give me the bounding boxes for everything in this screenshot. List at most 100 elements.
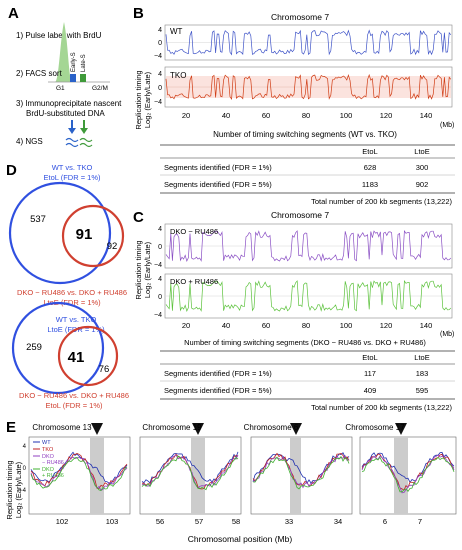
early-dna-icon <box>65 137 79 143</box>
legend-wt: WT <box>42 440 51 446</box>
venn1-bottom-1: DKO − RU486 vs. DKO + RU486 <box>17 288 127 297</box>
panel-a-letter: A <box>8 5 19 22</box>
c-xtick: 40 <box>222 321 230 330</box>
legend-tko: TKO <box>42 447 54 453</box>
venn1-right-count: 92 <box>107 241 118 252</box>
e-subplot-1-marker <box>91 423 103 435</box>
e-subplot-3-line <box>252 452 350 485</box>
b-title: Chromosome 7 <box>271 12 329 22</box>
e-subplot-1-frame <box>28 436 131 515</box>
c-col-ltoe: LtoE <box>414 353 429 362</box>
b-xtick: 60 <box>262 111 270 120</box>
c-ytick-neg4: −4 <box>154 262 162 269</box>
e-ytick: 4 <box>23 444 27 450</box>
step-1-text: 1) Pulse label with BrdU <box>16 31 102 40</box>
b-ytick-0: 0 <box>158 40 162 47</box>
c-xtick: 60 <box>262 321 270 330</box>
b-track-2-frame <box>164 66 453 108</box>
late-s-label: Late-S <box>81 54 87 72</box>
panel-d-letter: D <box>6 162 17 179</box>
early-dna-icon-2 <box>65 142 79 148</box>
panel-c-letter: C <box>133 209 144 226</box>
c-track-1-frame <box>164 223 453 269</box>
e-ytick: −4 <box>19 488 27 494</box>
e4-xtick: 7 <box>418 517 422 526</box>
c-total: Total number of 200 kb segments (13,222) <box>311 403 452 412</box>
e-subplot-2-line <box>141 455 239 491</box>
legend-dko-plus-1: DKO <box>42 467 55 473</box>
c-xtick: 80 <box>302 321 310 330</box>
step-2-text: 2) FACS sort <box>16 69 63 78</box>
e-ylabel-2: Log₂ (Early/Late) <box>14 461 23 518</box>
c-row-1-label: Segments identified (FDR = 1%) <box>164 369 272 378</box>
c-xtick: 20 <box>182 321 190 330</box>
e3-xtick: 33 <box>285 517 293 526</box>
b-col-ltoe: LtoE <box>414 147 429 156</box>
venn2-bottom-2: EtoL (FDR = 1%) <box>45 401 103 410</box>
b-track-1-frame <box>164 24 453 61</box>
e2-xtick: 57 <box>195 517 203 526</box>
venn2-title-1: WT vs. TKO <box>56 315 97 324</box>
c-table-title: Number of timing switching segments (DKO… <box>184 338 426 347</box>
panel-b-letter: B <box>133 5 144 22</box>
e-subplot-2-title: Chromosome 19 <box>142 423 202 432</box>
b-xunit: (Mb) <box>440 122 454 129</box>
c-ytick-neg4b: −4 <box>154 312 162 319</box>
e-timing-lines <box>30 451 455 494</box>
g2m-label: G2/M <box>92 85 108 92</box>
e-subplot-4-highlight <box>394 437 408 514</box>
e-ylabel-1: Replication timing <box>5 460 14 519</box>
b-xtick: 120 <box>380 111 393 120</box>
venn2-blue-circle <box>11 301 105 395</box>
step-3-text-cont: BrdU-substituted DNA <box>26 109 105 118</box>
early-s-gate <box>70 74 76 82</box>
b-xtick: 140 <box>420 111 433 120</box>
b-ytick-neg4: −4 <box>154 53 162 60</box>
venn1-center-count: 91 <box>76 226 93 243</box>
c-dko-minus-timing-line <box>165 229 452 262</box>
b-xticks: 20 40 60 80 100 120 140 (Mb) <box>182 111 455 129</box>
dna-content-peak <box>55 22 72 82</box>
panel-e: E Replication timing Log₂ (Early/Late) 4… <box>5 419 457 544</box>
late-arrow-head <box>80 128 88 134</box>
e-subplot-4-line <box>361 456 455 493</box>
late-s-gate <box>80 74 86 82</box>
c-ylabel-1: Replication timing <box>134 240 143 299</box>
early-s-label: Early-S <box>71 52 77 72</box>
b-row-2-label: Segments identified (FDR = 5%) <box>164 180 272 189</box>
e3-xtick: 34 <box>334 517 342 526</box>
e-subplot-3-highlight <box>290 437 301 514</box>
e-subplot-2-marker <box>192 423 204 435</box>
venn1-bottom-2: LtoE (FDR = 1%) <box>43 298 101 307</box>
panel-c: C Chromosome 7 Replication timing Log₂ (… <box>133 209 455 412</box>
venn1-red-circle <box>61 204 125 268</box>
g1-label: G1 <box>56 85 65 92</box>
c-xunit: (Mb) <box>440 331 454 338</box>
venn2-right-count: 76 <box>99 364 110 375</box>
b-ytick-4: 4 <box>158 27 162 34</box>
venn2-red-circle <box>57 325 119 387</box>
b-xtick: 80 <box>302 111 310 120</box>
e-subplot-2-highlight <box>191 437 205 514</box>
e-subplot-2-frame <box>139 436 242 515</box>
e1-xtick: 102 <box>56 517 69 526</box>
c-row-2-etol: 409 <box>364 386 377 395</box>
e-subplot-1-line <box>30 456 128 491</box>
b-row-2-ltoe: 902 <box>416 180 429 189</box>
venn2-bottom-1: DKO − RU486 vs. DKO + RU486 <box>19 391 129 400</box>
e-xlabel: Chromosomal position (Mb) <box>188 534 293 544</box>
b-track-1-label: WT <box>170 27 183 36</box>
e-subplot-1-title: Chromosome 13 <box>32 423 92 432</box>
legend-dko-minus-2: − RU486 <box>42 460 64 466</box>
c-ytick-0: 0 <box>158 244 162 251</box>
c-ytick-0b: 0 <box>158 294 162 301</box>
e2-xtick: 56 <box>156 517 164 526</box>
e-subplot-3-line <box>252 452 350 487</box>
c-track-2-frame <box>164 273 453 319</box>
b-ytick-4b: 4 <box>158 71 162 78</box>
b-row-1-ltoe: 300 <box>416 163 429 172</box>
c-xtick: 140 <box>420 321 433 330</box>
b-col-etol: EtoL <box>362 147 377 156</box>
venn1-title-1: WT vs. TKO <box>52 163 93 172</box>
e-subplot-2-line <box>141 453 239 490</box>
